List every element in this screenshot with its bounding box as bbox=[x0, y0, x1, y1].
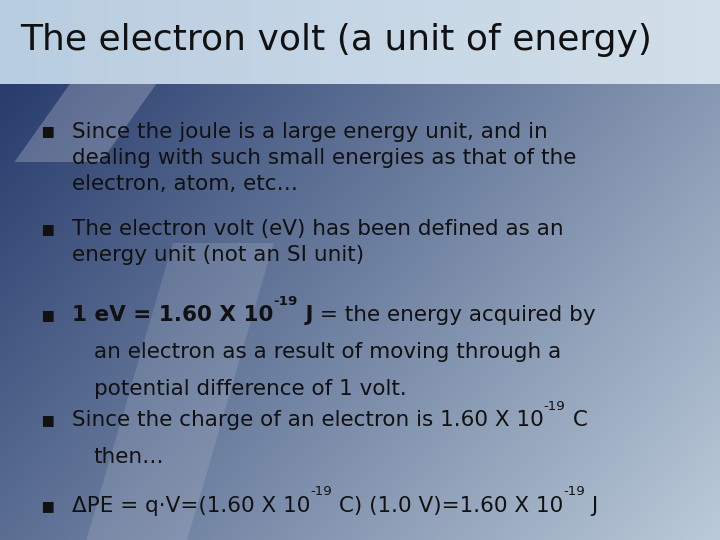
Text: ΔPE = q·V=(1.60 X 10: ΔPE = q·V=(1.60 X 10 bbox=[72, 496, 310, 516]
Text: ▪: ▪ bbox=[40, 410, 54, 430]
Polygon shape bbox=[14, 0, 216, 162]
Text: potential difference of 1 volt.: potential difference of 1 volt. bbox=[94, 379, 406, 399]
Text: an electron as a result of moving through a: an electron as a result of moving throug… bbox=[94, 342, 561, 362]
Text: = the energy acquired by: = the energy acquired by bbox=[313, 305, 596, 325]
Text: -19: -19 bbox=[564, 485, 585, 498]
FancyBboxPatch shape bbox=[0, 0, 720, 84]
Text: Since the charge of an electron is 1.60 X 10: Since the charge of an electron is 1.60 … bbox=[72, 410, 544, 430]
Text: ▪: ▪ bbox=[40, 496, 54, 516]
Text: J: J bbox=[585, 496, 598, 516]
Text: J: J bbox=[298, 305, 313, 325]
Text: C: C bbox=[566, 410, 588, 430]
Text: 1 eV = 1.60 X 10: 1 eV = 1.60 X 10 bbox=[72, 305, 274, 325]
Text: ▪: ▪ bbox=[40, 219, 54, 239]
Text: -19: -19 bbox=[544, 400, 566, 413]
Text: -19: -19 bbox=[274, 295, 298, 308]
Text: -19: -19 bbox=[310, 485, 332, 498]
Text: then…: then… bbox=[94, 447, 164, 467]
Text: Since the joule is a large energy unit, and in
dealing with such small energies : Since the joule is a large energy unit, … bbox=[72, 122, 577, 194]
Text: ▪: ▪ bbox=[40, 122, 54, 141]
Polygon shape bbox=[86, 243, 274, 540]
Text: The electron volt (a unit of energy): The electron volt (a unit of energy) bbox=[20, 23, 652, 57]
Text: ▪: ▪ bbox=[40, 305, 54, 325]
Text: C) (1.0 V)=1.60 X 10: C) (1.0 V)=1.60 X 10 bbox=[332, 496, 564, 516]
Text: The electron volt (eV) has been defined as an
energy unit (not an SI unit): The electron volt (eV) has been defined … bbox=[72, 219, 564, 265]
